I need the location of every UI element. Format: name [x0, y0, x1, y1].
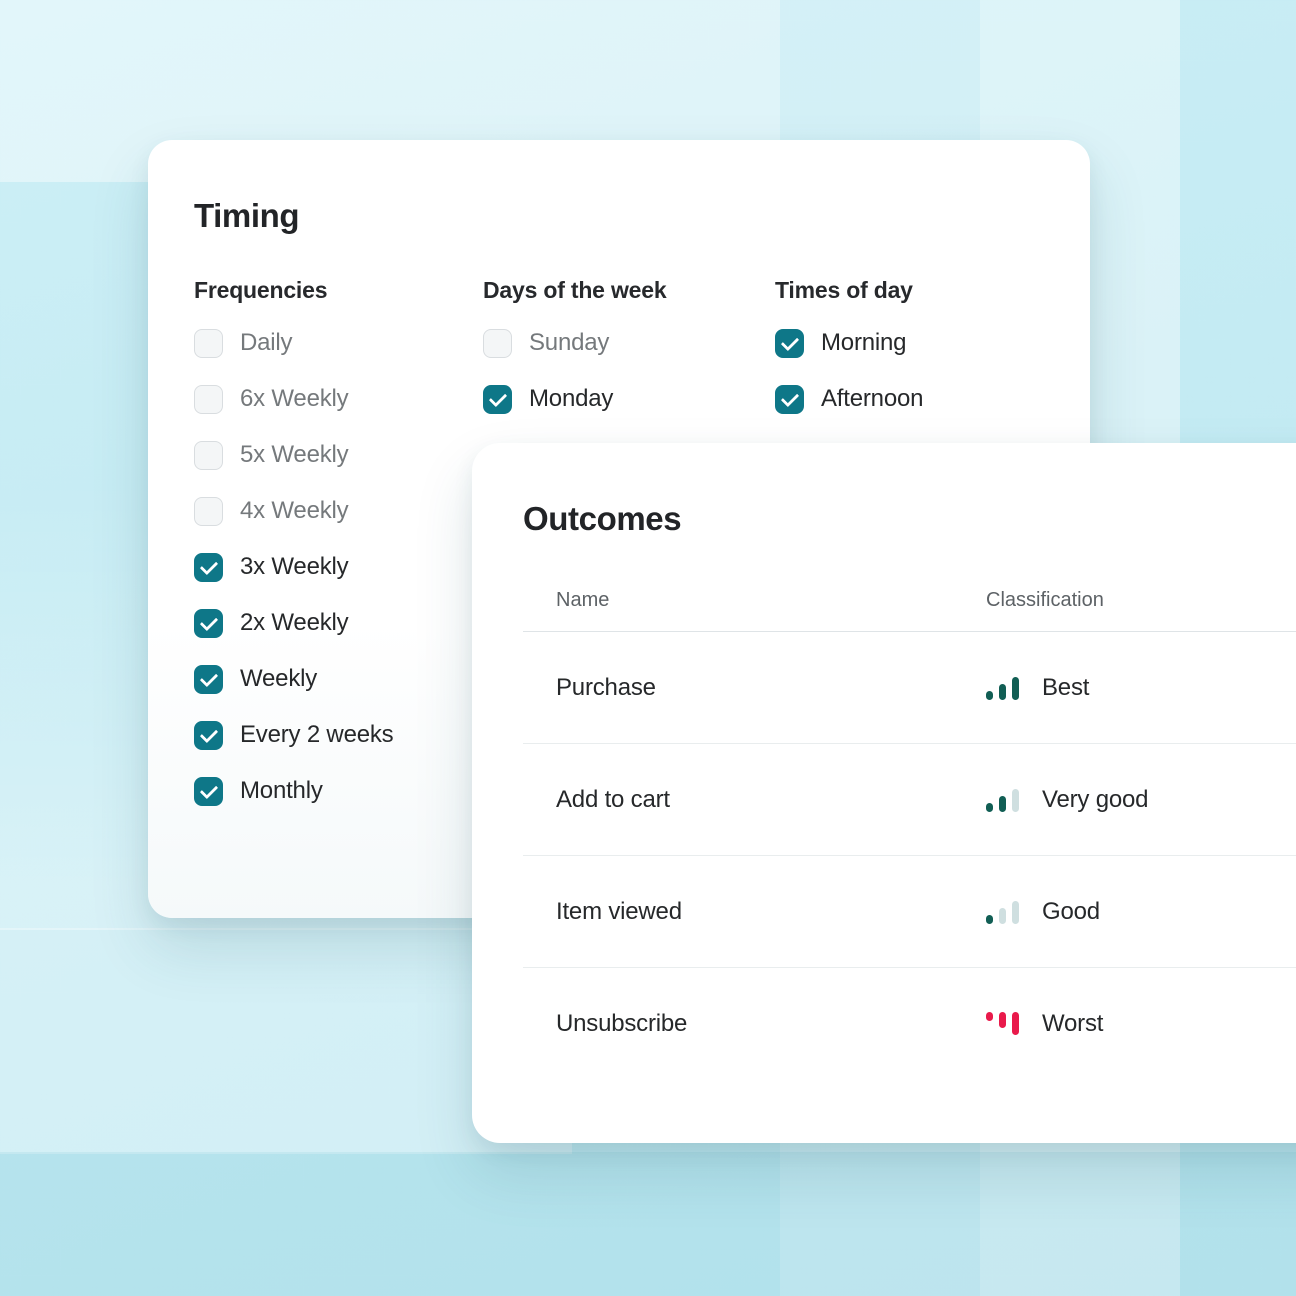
table-row-purchase: Purchase Best — [523, 632, 1296, 744]
times-of-day-options: Morning Afternoon — [775, 315, 1055, 427]
outcomes-table: Name Classification Purchase Best Add to c… — [523, 589, 1296, 1080]
checkbox-checked-icon[interactable] — [194, 776, 223, 806]
times-of-day-group: Times of day Morning Afternoon — [775, 277, 1055, 819]
table-row-add-to-cart: Add to cart Very good — [523, 744, 1296, 856]
classification-label: Best — [1042, 673, 1090, 701]
frequencies-heading: Frequencies — [194, 277, 328, 303]
checkbox-option-weekly[interactable]: Weekly — [194, 651, 483, 707]
checkbox-checked-icon[interactable] — [775, 328, 804, 358]
checkbox-option-label: Monday — [529, 385, 614, 412]
signal-bars-icon — [986, 788, 1025, 812]
checkbox-option-sunday[interactable]: Sunday — [483, 315, 775, 371]
checkbox-option-5x-weekly[interactable]: 5x Weekly — [194, 427, 483, 483]
checkbox-option-label: Weekly — [240, 665, 318, 692]
checkbox-option-label: Afternoon — [821, 385, 924, 412]
classification-label: Very good — [1042, 785, 1149, 813]
checkbox-option-2x-weekly[interactable]: 2x Weekly — [194, 595, 483, 651]
checkbox-unchecked-icon[interactable] — [194, 496, 223, 526]
checkbox-option-label: 4x Weekly — [240, 497, 349, 524]
checkbox-option-label: Daily — [240, 329, 293, 356]
outcome-name: Item viewed — [556, 897, 682, 925]
checkbox-option-label: 3x Weekly — [240, 553, 349, 580]
checkbox-checked-icon[interactable] — [194, 608, 223, 638]
checkbox-option-label: 6x Weekly — [240, 385, 349, 412]
days-of-week-group: Days of the week Sunday Monday — [483, 277, 775, 819]
checkbox-option-label: 5x Weekly — [240, 441, 349, 468]
outcomes-table-header: Name Classification — [523, 589, 1296, 632]
classification-label: Worst — [1042, 1010, 1104, 1037]
table-row-unsubscribe: Unsubscribe Worst — [523, 968, 1296, 1080]
checkbox-option-6x-weekly[interactable]: 6x Weekly — [194, 371, 483, 427]
classification-label: Good — [1042, 897, 1100, 925]
outcomes-table-body: Purchase Best Add to cart Very good Item vie… — [523, 632, 1296, 1080]
checkbox-checked-icon[interactable] — [194, 720, 223, 750]
outcome-name: Purchase — [556, 673, 656, 701]
checkbox-option-monday[interactable]: Monday — [483, 371, 775, 427]
checkbox-option-monthly[interactable]: Monthly — [194, 763, 483, 819]
checkbox-option-daily[interactable]: Daily — [194, 315, 483, 371]
outcome-classification: Best — [986, 674, 1089, 702]
checkbox-option-label: Sunday — [529, 329, 610, 356]
outcome-name: Add to cart — [556, 785, 670, 813]
checkbox-option-label: Morning — [821, 329, 907, 356]
frequencies-options: Daily 6x Weekly 5x Weekly 4x Weekly 3x Weekl… — [194, 315, 483, 819]
outcomes-card: Outcomes Name Classification Purchase Bes… — [472, 443, 1296, 1143]
outcome-classification: Worst — [986, 1010, 1103, 1038]
checkbox-unchecked-icon[interactable] — [194, 440, 223, 470]
frequencies-group: Frequencies Daily 6x Weekly 5x Weekly 4x We… — [194, 277, 483, 819]
signal-bars-down-icon — [986, 1012, 1025, 1036]
checkbox-checked-icon[interactable] — [194, 664, 223, 694]
times-of-day-heading: Times of day — [775, 277, 913, 303]
checkbox-unchecked-icon[interactable] — [194, 384, 223, 414]
checkbox-unchecked-icon[interactable] — [194, 328, 223, 358]
outcomes-card-title: Outcomes — [523, 500, 682, 537]
background-shape — [0, 1152, 1296, 1296]
checkbox-checked-icon[interactable] — [775, 384, 804, 414]
column-header-name: Name — [556, 589, 610, 611]
checkbox-option-label: Monthly — [240, 777, 323, 804]
checkbox-checked-icon[interactable] — [483, 384, 512, 414]
checkbox-option-3x-weekly[interactable]: 3x Weekly — [194, 539, 483, 595]
signal-bars-icon — [986, 676, 1025, 700]
checkbox-checked-icon[interactable] — [194, 552, 223, 582]
checkbox-option-every-2-weeks[interactable]: Every 2 weeks — [194, 707, 483, 763]
timing-card-title: Timing — [194, 197, 300, 234]
days-of-week-options: Sunday Monday — [483, 315, 775, 427]
checkbox-option-label: Every 2 weeks — [240, 721, 394, 748]
outcome-name: Unsubscribe — [556, 1010, 688, 1037]
checkbox-option-4x-weekly[interactable]: 4x Weekly — [194, 483, 483, 539]
days-of-week-heading: Days of the week — [483, 277, 667, 303]
checkbox-option-label: 2x Weekly — [240, 609, 349, 636]
checkbox-unchecked-icon[interactable] — [483, 328, 512, 358]
checkbox-option-morning[interactable]: Morning — [775, 315, 1055, 371]
column-header-classification: Classification — [986, 589, 1104, 611]
outcome-classification: Very good — [986, 786, 1148, 814]
timing-columns: Frequencies Daily 6x Weekly 5x Weekly 4x We… — [194, 277, 1090, 819]
checkbox-option-afternoon[interactable]: Afternoon — [775, 371, 1055, 427]
outcome-classification: Good — [986, 898, 1100, 926]
table-row-item-viewed: Item viewed Good — [523, 856, 1296, 968]
signal-bars-icon — [986, 900, 1025, 924]
